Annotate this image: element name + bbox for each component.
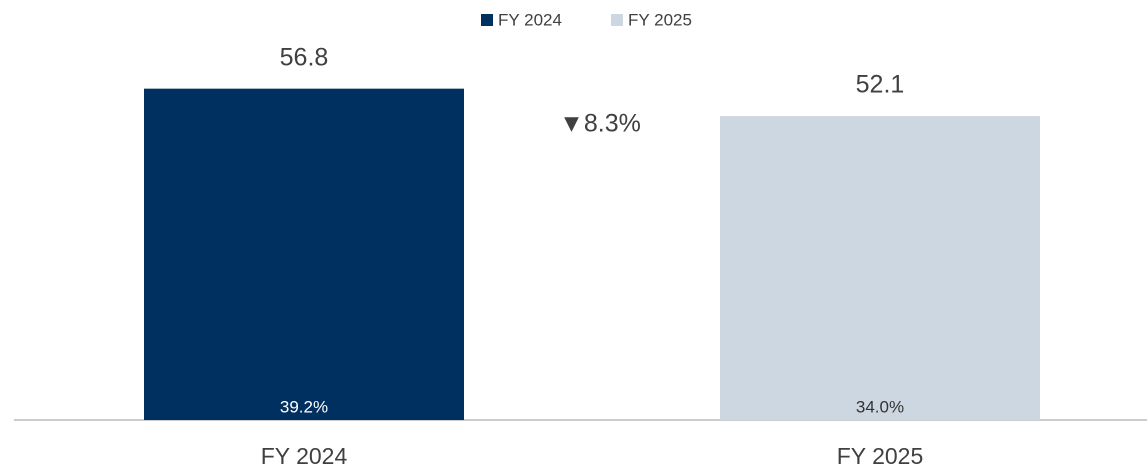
bar-inner-label: 39.2% [280, 397, 328, 416]
legend-swatch [481, 14, 493, 26]
legend-swatch [611, 14, 623, 26]
x-tick-label: FY 2025 [837, 443, 924, 469]
value-label: 56.8 [280, 43, 329, 71]
legend-label: FY 2025 [628, 10, 692, 29]
bar [720, 116, 1040, 420]
legend-label: FY 2024 [498, 10, 562, 29]
value-label: 52.1 [856, 71, 905, 99]
bar [144, 88, 464, 421]
x-tick-label: FY 2024 [261, 443, 348, 469]
bar-inner-label: 34.0% [856, 397, 904, 416]
change-annotation: ▼8.3% [559, 110, 641, 138]
